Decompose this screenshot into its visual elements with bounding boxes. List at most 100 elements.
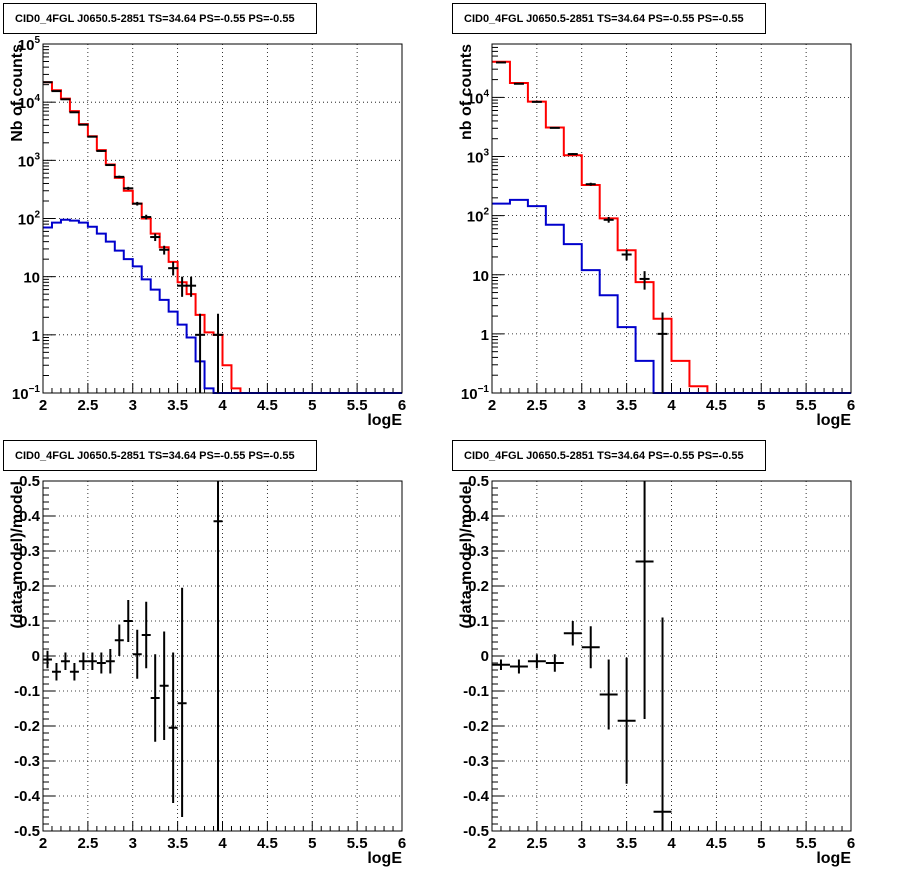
data-point — [531, 100, 542, 103]
data-point — [603, 216, 614, 223]
chart-spectrum-left: 2 2.5 3 3.5 4 4.5 5 5.5 6 10−1 1 10 102 103 104 105 logE… — [9, 35, 406, 429]
x-tick-label: 5 — [308, 397, 316, 414]
residual-point — [141, 601, 151, 669]
x-tick-label: 3 — [578, 835, 586, 852]
y-tick-label: 103 — [467, 148, 490, 167]
y-tick-label: 0.1 — [19, 613, 40, 630]
residual-point — [150, 654, 160, 742]
residual-point — [213, 481, 223, 831]
y-tick-label: 103 — [18, 151, 41, 170]
x-tick-label: 2 — [39, 397, 47, 414]
data-point — [132, 201, 143, 206]
y-tick-label: 1 — [481, 327, 489, 344]
y-tick-label: 102 — [467, 207, 490, 226]
residual-point — [599, 659, 618, 730]
plot-frame — [491, 43, 852, 394]
y-tick-label: 0.4 — [19, 508, 41, 525]
x-axis-label: logE — [367, 850, 402, 867]
panel-title-text: CID0_4FGL J0650.5-2851 TS=34.64 PS=-0.55… — [15, 449, 295, 462]
data-point — [549, 126, 560, 129]
residual-point — [159, 631, 169, 740]
x-axis-label: logE — [816, 412, 851, 429]
x-tick-label: 4.5 — [257, 835, 278, 852]
y-tick-label: 10−1 — [12, 384, 41, 403]
model-total-histogram — [492, 60, 851, 394]
x-tick-label: 5.5 — [796, 397, 817, 414]
x-tick-label: 4.5 — [706, 397, 727, 414]
y-tick-label: 0.2 — [468, 578, 489, 595]
data-point — [513, 82, 524, 85]
x-tick-label: 2.5 — [77, 835, 98, 852]
pad-spectrum-left: CID0_4FGL J0650.5-2851 TS=34.64 PS=-0.55… — [0, 0, 449, 437]
residual-point — [545, 654, 564, 672]
y-tick-label: 10 — [23, 270, 40, 287]
residual-point — [69, 663, 79, 681]
y-tick-label: -0.2 — [14, 718, 40, 735]
data-point — [186, 276, 197, 297]
y-tick-label: -0.4 — [463, 788, 490, 805]
x-tick-label: 3.5 — [616, 397, 637, 414]
residual-point — [635, 481, 654, 719]
y-tick-label: 10−1 — [461, 384, 490, 403]
panel-title: CID0_4FGL J0650.5-2851 TS=34.64 PS=-0.55… — [452, 440, 766, 471]
panel-title-text: CID0_4FGL J0650.5-2851 TS=34.64 PS=-0.55… — [15, 12, 295, 25]
pad-residuals-right: CID0_4FGL J0650.5-2851 TS=34.64 PS=-0.55… — [449, 437, 898, 875]
y-axis-label: nb of counts — [458, 44, 475, 140]
residual-point — [132, 629, 142, 679]
residual-point — [581, 626, 600, 669]
x-tick-label: 5.5 — [347, 397, 368, 414]
y-tick-label: 104 — [18, 93, 41, 112]
data-point — [96, 149, 107, 152]
x-tick-label: 2.5 — [526, 397, 547, 414]
data-point — [51, 90, 62, 93]
y-tick-label: 0.5 — [468, 473, 489, 490]
data-point — [495, 61, 506, 64]
data-point — [114, 175, 125, 179]
data-point — [69, 111, 80, 114]
data-point — [639, 271, 650, 290]
residual-point — [96, 652, 106, 674]
residual-point — [563, 621, 582, 646]
x-tick-label: 5 — [308, 835, 316, 852]
x-tick-label: 2 — [39, 835, 47, 852]
x-tick-label: 4 — [218, 835, 227, 852]
panel-title-text: CID0_4FGL J0650.5-2851 TS=34.64 PS=-0.55… — [464, 449, 744, 462]
data-point — [213, 313, 224, 393]
panel-title: CID0_4FGL J0650.5-2851 TS=34.64 PS=-0.55… — [3, 440, 317, 471]
data-point — [42, 81, 53, 84]
x-axis-label: logE — [816, 850, 851, 867]
residual-point — [43, 650, 52, 669]
data-point — [585, 182, 596, 186]
pad-residuals-left: CID0_4FGL J0650.5-2851 TS=34.64 PS=-0.55… — [0, 437, 449, 875]
x-tick-label: 4 — [667, 835, 676, 852]
y-tick-label: 0.1 — [468, 613, 489, 630]
x-tick-label: 4.5 — [257, 397, 278, 414]
x-tick-label: 3 — [578, 397, 586, 414]
residual-point — [123, 600, 133, 642]
data-point — [168, 261, 179, 276]
chart-residuals-left: 2 2.5 3 3.5 4 4.5 5 5.5 6 -0.5 -0.4 -0.3 -0.2 -0.1 0 0.… — [9, 473, 406, 867]
data-point — [621, 249, 632, 261]
y-tick-label: -0.3 — [14, 753, 40, 770]
y-tick-label: -0.2 — [463, 718, 489, 735]
x-tick-label: 2 — [488, 397, 496, 414]
data-point — [60, 98, 71, 101]
grid — [492, 481, 851, 831]
y-tick-label: 0.4 — [468, 508, 490, 525]
residual-point — [114, 624, 124, 656]
data-point — [567, 153, 578, 156]
residual-point — [51, 663, 61, 681]
x-tick-label: 4 — [218, 397, 227, 414]
plot-frame — [491, 480, 852, 832]
x-tick-label: 3.5 — [616, 835, 637, 852]
data-point — [141, 214, 152, 220]
x-tick-label: 2.5 — [526, 835, 547, 852]
residual-point — [653, 617, 672, 831]
y-tick-label: -0.5 — [463, 823, 489, 840]
data-point — [195, 313, 206, 393]
data-point — [159, 245, 170, 255]
x-tick-label: 2 — [488, 835, 496, 852]
x-tick-label: 6 — [398, 397, 406, 414]
y-tick-label: 0 — [481, 648, 489, 665]
y-tick-label: 0.5 — [19, 473, 40, 490]
